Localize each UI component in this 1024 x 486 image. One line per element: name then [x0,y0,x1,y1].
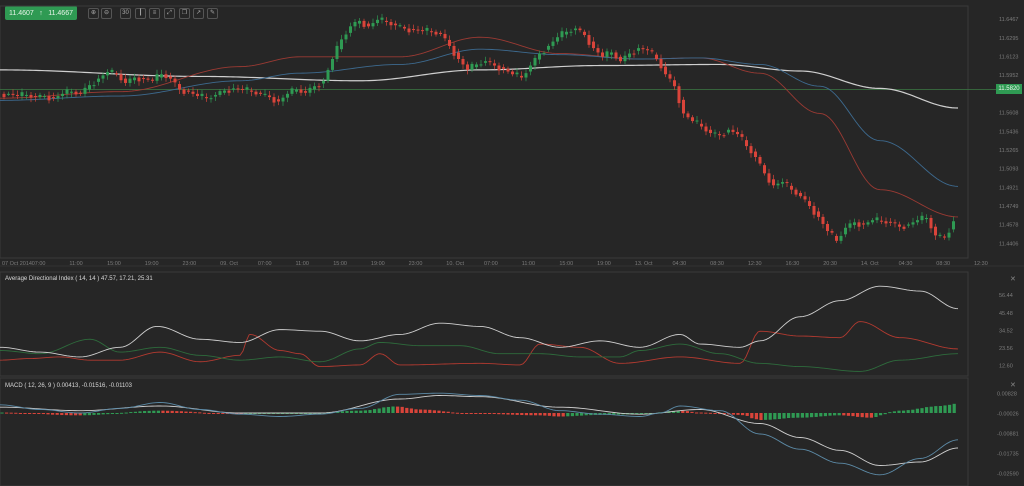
svg-text:07 Oct 2014: 07 Oct 2014 [2,261,32,267]
svg-text:12:30: 12:30 [748,261,762,267]
svg-text:11:00: 11:00 [522,261,535,267]
svg-text:07:00: 07:00 [258,261,272,267]
svg-text:15:00: 15:00 [107,261,121,267]
svg-text:16:30: 16:30 [786,261,800,267]
pen-button[interactable]: ✎ [207,8,218,19]
svg-text:14. Oct: 14. Oct [861,261,879,267]
svg-text:19:00: 19:00 [145,261,159,267]
drawing-tools-button[interactable]: ⤢ [164,8,175,19]
templates-button[interactable]: ❐ [179,8,190,19]
svg-text:23.56: 23.56 [999,346,1013,352]
svg-text:07:00: 07:00 [32,261,46,267]
svg-text:07:00: 07:00 [484,261,498,267]
svg-text:08:30: 08:30 [710,261,724,267]
chart-toolbar: 11.4607 ↑ 11.4667 ⊕ ⊖ 30 ┃ ≡ ⤢ ❐ ↗ ✎ [0,0,1024,24]
svg-text:-0.00881: -0.00881 [997,432,1019,438]
svg-text:34.52: 34.52 [999,328,1013,334]
zoom-out-icon: ⊖ [103,10,110,16]
svg-text:23:00: 23:00 [409,261,423,267]
svg-text:11:00: 11:00 [296,261,309,267]
indicators-icon: ≡ [152,10,157,16]
svg-text:56.44: 56.44 [999,293,1013,299]
svg-text:12:30: 12:30 [974,261,988,267]
close-adx-icon[interactable]: ✕ [1010,276,1016,283]
svg-text:11.5608: 11.5608 [999,111,1018,117]
price-axis: 11.6467 11.6295 11.6123 11.5952 11.5608 11.54… [999,17,1018,247]
indicators-button[interactable]: ≡ [149,8,160,19]
svg-text:11.4578: 11.4578 [999,223,1018,229]
svg-text:04:30: 04:30 [899,261,913,267]
svg-text:-0.02590: -0.02590 [997,471,1019,477]
close-macd-icon[interactable]: ✕ [1010,382,1016,389]
price-plot [0,13,996,244]
bid-price: 11.4607 [9,9,34,17]
pen-icon: ✎ [209,10,216,16]
svg-text:11.6123: 11.6123 [999,54,1018,60]
zoom-in-button[interactable]: ⊕ [88,8,99,19]
adx-axis: 56.44 45.48 34.52 23.56 12.60 [999,293,1013,369]
time-axis: 07 Oct 2014 07:00 11:00 15:00 19:00 23:00 09. … [2,261,988,267]
zoom-out-button[interactable]: ⊖ [101,8,112,19]
svg-text:23:00: 23:00 [182,261,196,267]
svg-text:-0.01735: -0.01735 [997,451,1019,457]
svg-text:08:30: 08:30 [936,261,950,267]
svg-text:09. Oct: 09. Oct [220,261,238,267]
svg-text:13. Oct: 13. Oct [635,261,653,267]
chart-type-icon: ┃ [138,10,143,16]
svg-text:11.4921: 11.4921 [999,185,1018,191]
macd-axis: 0.00828 -0.00026 -0.00881 -0.01735 -0.02590 [997,392,1019,478]
panel-frames [0,5,1024,486]
svg-text:11.5952: 11.5952 [999,73,1018,79]
svg-text:11.6295: 11.6295 [999,36,1018,42]
adx-plot [0,285,959,372]
svg-text:11.5436: 11.5436 [999,129,1018,135]
svg-text:19:00: 19:00 [371,261,385,267]
timeframe-button[interactable]: 30 [120,8,131,19]
last-price-marker: 11.5820 [996,84,1022,94]
templates-icon: ❐ [181,10,188,16]
svg-text:15:00: 15:00 [559,261,573,267]
svg-text:20:30: 20:30 [823,261,837,267]
analysis-icon: ↗ [195,10,202,16]
svg-text:0.00828: 0.00828 [997,392,1017,398]
quote-badge[interactable]: 11.4607 ↑ 11.4667 [5,6,77,20]
svg-text:11.4749: 11.4749 [999,204,1018,210]
svg-text:11.4406: 11.4406 [999,241,1018,247]
ask-price: 11.4667 [48,9,73,17]
svg-text:12.60: 12.60 [999,364,1013,370]
zoom-in-icon: ⊕ [90,10,97,16]
svg-text:11:00: 11:00 [69,261,82,267]
svg-text:19:00: 19:00 [597,261,611,267]
drawing-icon: ⤢ [167,10,172,16]
timeframe-icon: 30 [122,10,129,16]
svg-text:-0.00026: -0.00026 [997,412,1019,418]
svg-text:11.5265: 11.5265 [999,148,1018,154]
svg-text:45.48: 45.48 [999,311,1013,317]
adx-title: Average Directional Index ( 14, 14 ) 47.… [5,276,153,282]
svg-text:11.5093: 11.5093 [999,167,1018,173]
svg-text:11.6467: 11.6467 [999,17,1018,23]
arrow-up-icon: ↑ [39,9,43,17]
macd-plot [0,392,959,476]
macd-title: MACD ( 12, 26, 9 ) 0.00413, -0.01516, -0… [5,383,132,389]
svg-text:10. Oct: 10. Oct [446,261,464,267]
svg-text:04:30: 04:30 [672,261,686,267]
chart-type-button[interactable]: ┃ [135,8,146,19]
analysis-button[interactable]: ↗ [193,8,204,19]
svg-text:15:00: 15:00 [333,261,347,267]
